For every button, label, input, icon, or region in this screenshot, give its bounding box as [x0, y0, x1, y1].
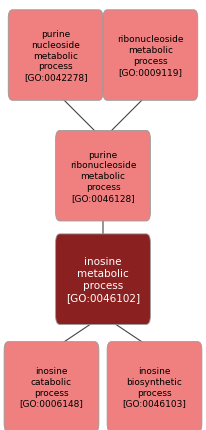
FancyBboxPatch shape [56, 131, 150, 221]
Text: purine
ribonucleoside
metabolic
process
[GO:0046128]: purine ribonucleoside metabolic process … [70, 150, 136, 202]
FancyBboxPatch shape [8, 11, 103, 101]
Text: inosine
biosynthetic
process
[GO:0046103]: inosine biosynthetic process [GO:0046103… [123, 366, 186, 408]
FancyBboxPatch shape [56, 234, 150, 325]
FancyBboxPatch shape [103, 11, 198, 101]
Text: inosine
catabolic
process
[GO:0006148]: inosine catabolic process [GO:0006148] [20, 366, 83, 408]
Text: ribonucleoside
metabolic
process
[GO:0009119]: ribonucleoside metabolic process [GO:000… [117, 35, 184, 77]
FancyBboxPatch shape [4, 342, 99, 430]
FancyBboxPatch shape [107, 342, 202, 430]
Text: inosine
metabolic
process
[GO:0046102]: inosine metabolic process [GO:0046102] [66, 257, 140, 302]
Text: purine
nucleoside
metabolic
process
[GO:0042278]: purine nucleoside metabolic process [GO:… [24, 30, 87, 82]
